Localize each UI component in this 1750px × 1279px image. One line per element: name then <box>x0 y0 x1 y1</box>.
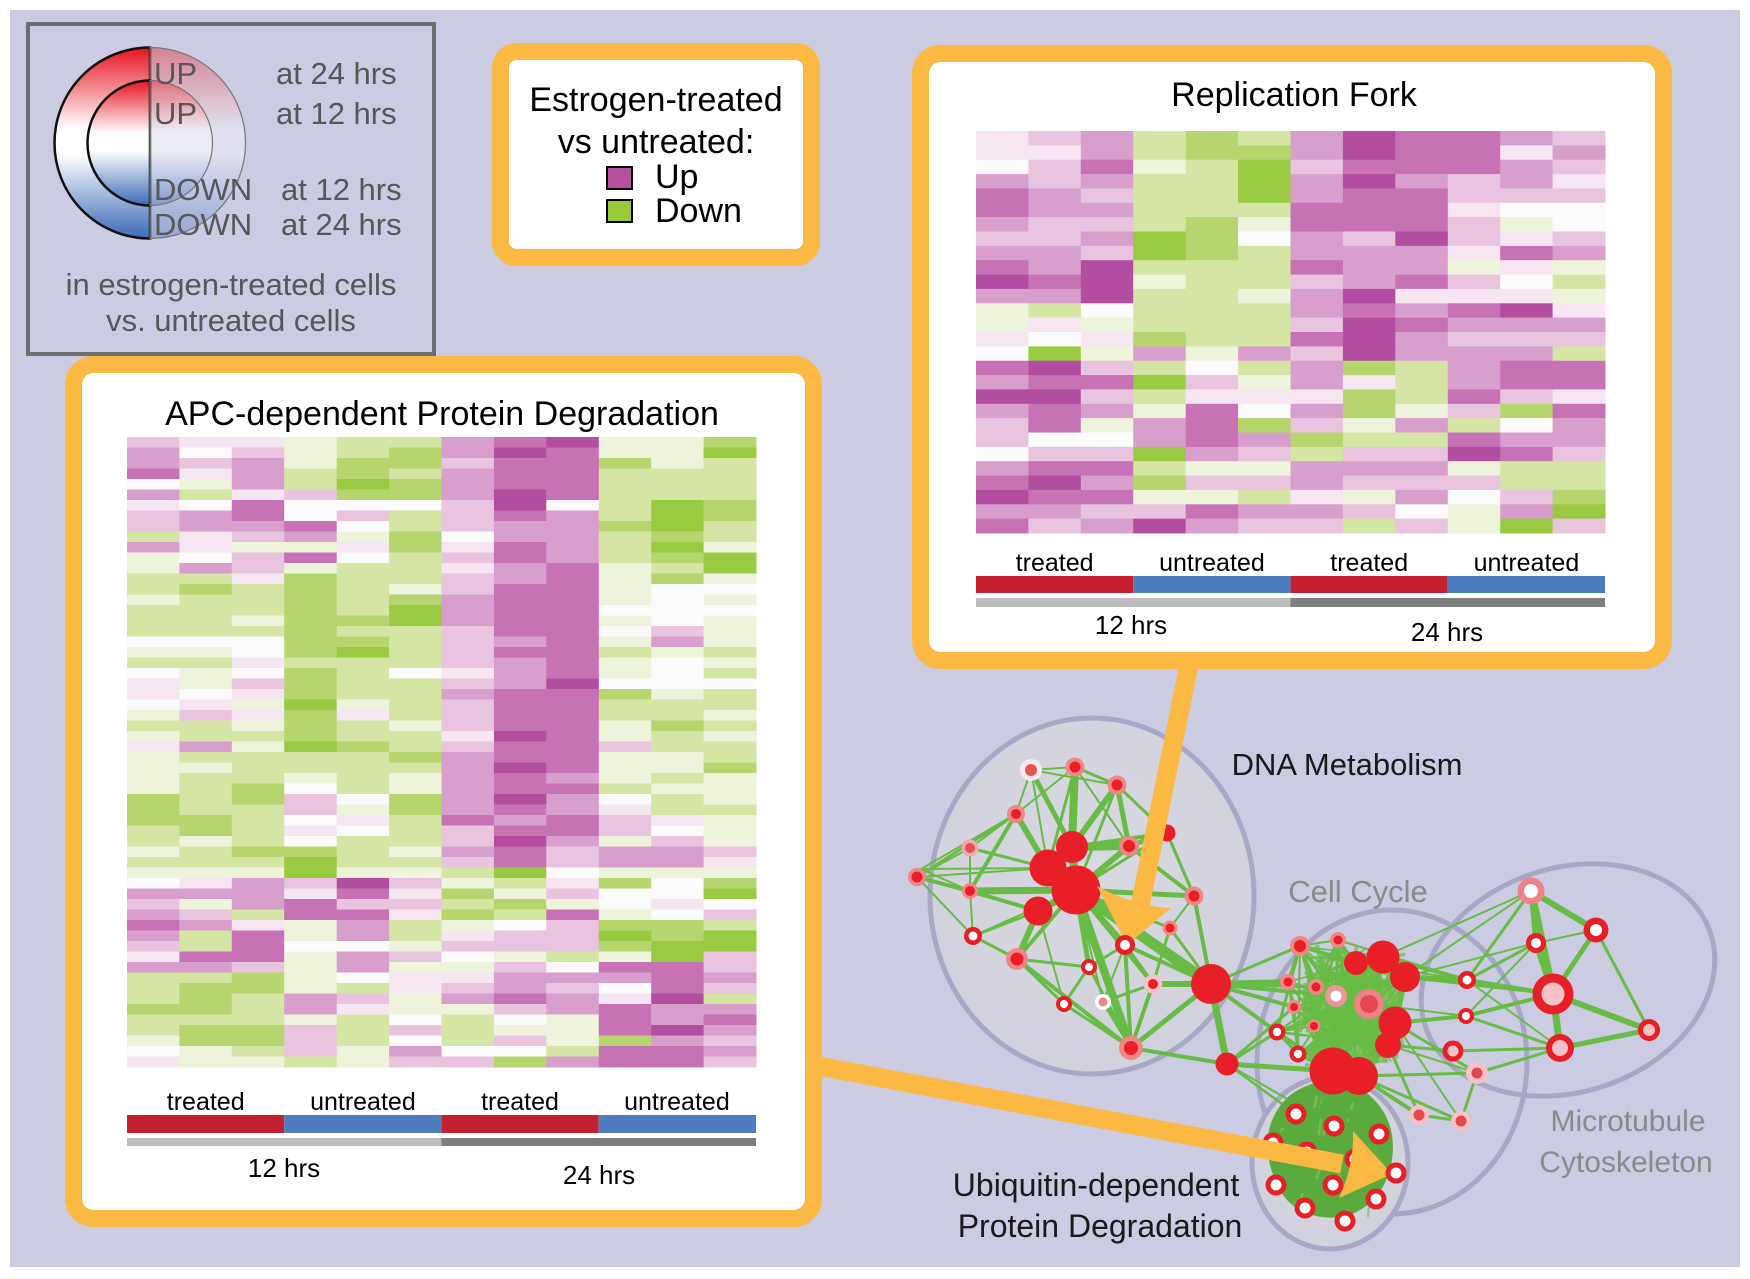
svg-text:Cytoskeleton: Cytoskeleton <box>1539 1146 1712 1179</box>
svg-text:Down: Down <box>655 192 742 230</box>
svg-text:treated: treated <box>1330 549 1408 577</box>
svg-text:untreated: untreated <box>624 1088 730 1116</box>
svg-text:vs untreated:: vs untreated: <box>558 123 755 161</box>
svg-text:Estrogen-treated: Estrogen-treated <box>529 81 782 119</box>
svg-text:in estrogen-treated cells: in estrogen-treated cells <box>66 267 397 302</box>
svg-text:12 hrs: 12 hrs <box>1095 610 1167 640</box>
svg-text:vs. untreated cells: vs. untreated cells <box>106 303 356 338</box>
svg-text:DOWN: DOWN <box>154 207 252 242</box>
svg-text:24 hrs: 24 hrs <box>1411 617 1483 647</box>
svg-text:untreated: untreated <box>310 1088 416 1116</box>
svg-text:at 12 hrs: at 12 hrs <box>281 172 402 207</box>
svg-text:Up: Up <box>655 158 698 196</box>
svg-text:Protein Degradation: Protein Degradation <box>958 1208 1243 1244</box>
svg-text:at 12 hrs: at 12 hrs <box>276 96 397 131</box>
svg-text:untreated: untreated <box>1474 549 1580 577</box>
svg-text:APC-dependent Protein Degradat: APC-dependent Protein Degradation <box>165 395 719 433</box>
svg-text:Cell Cycle: Cell Cycle <box>1288 874 1428 909</box>
svg-text:DNA Metabolism: DNA Metabolism <box>1232 747 1463 782</box>
svg-text:Microtubule: Microtubule <box>1550 1105 1705 1138</box>
svg-text:at 24 hrs: at 24 hrs <box>281 207 402 242</box>
svg-text:treated: treated <box>1016 549 1094 577</box>
svg-text:DOWN: DOWN <box>154 172 252 207</box>
svg-text:24 hrs: 24 hrs <box>563 1160 635 1190</box>
svg-text:at 24 hrs: at 24 hrs <box>276 56 397 91</box>
svg-text:UP: UP <box>154 56 197 91</box>
svg-text:untreated: untreated <box>1159 549 1265 577</box>
svg-text:UP: UP <box>154 96 197 131</box>
svg-text:treated: treated <box>481 1088 559 1116</box>
svg-text:Replication Fork: Replication Fork <box>1171 76 1418 114</box>
svg-text:treated: treated <box>167 1088 245 1116</box>
svg-text:Ubiquitin-dependent: Ubiquitin-dependent <box>953 1167 1240 1203</box>
svg-text:12 hrs: 12 hrs <box>248 1153 320 1183</box>
